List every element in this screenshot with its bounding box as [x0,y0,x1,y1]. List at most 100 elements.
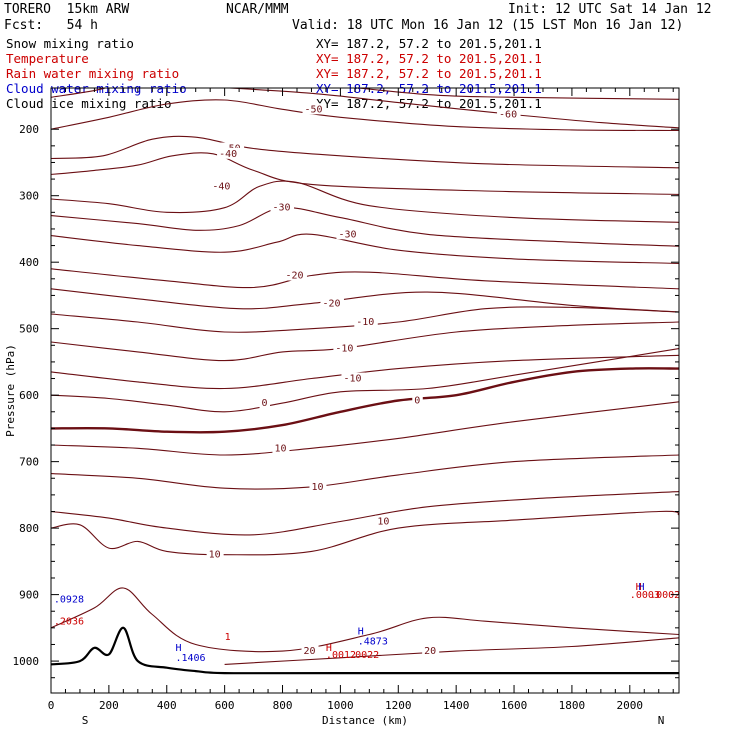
field-extreme-label: H [326,643,332,654]
contour-label: 10 [377,516,389,527]
init-time: Init: 12 UTC Sat 14 Jan 12 [508,2,712,17]
contour-label: -30 [338,229,356,240]
contour-label: 10 [209,550,221,561]
contour-label-bg [375,515,393,527]
y-axis-label: Pressure (hPa) [4,344,17,437]
legend-field-xy: XY= 187.2, 57.2 to 201.5,201.1 [316,51,542,66]
field-extreme-label: .4873 [358,636,388,647]
contour-label: -40 [212,181,230,192]
legend-field-name: Snow mixing ratio [6,36,134,51]
field-extreme-label: .1406 [175,653,205,664]
contour-label: -50 [305,104,323,115]
contour-label-bg [341,372,365,384]
contour-label: -10 [356,317,374,328]
x-tick-label: 600 [215,699,235,712]
legend-field-name: Rain water mixing ratio [6,66,180,81]
y-tick-label: 400 [19,256,39,269]
contour-label: -20 [322,298,340,309]
plot-frame [50,87,680,694]
field-extreme-label: H [175,643,181,654]
y-tick-label: 200 [19,123,39,136]
temperature-contour [51,206,679,247]
contour-label: 10 [311,482,323,493]
x-tick-label: 0 [48,699,55,712]
temperature-contour [51,367,679,434]
temperature-contour [51,135,679,169]
x-tick-label: 1800 [559,699,586,712]
contour-label-bg [422,645,440,657]
contour-label-bg [272,442,290,454]
temperature-contour [51,401,679,456]
y-tick-label: 900 [19,589,39,602]
contour-label-bg [497,108,521,120]
contour-label-bg [210,180,234,192]
field-extreme-label: .0002 [650,590,680,601]
contour-label: -10 [335,344,353,355]
contour-label-bg [270,201,295,213]
y-tick-label: 700 [19,456,39,469]
temperature-contour [51,348,679,413]
contour-label: -40 [219,149,237,160]
valid-time: Valid: 18 UTC Mon 16 Jan 12 (15 LST Mon … [292,18,684,33]
field-extreme-label: .0003 [630,590,660,601]
y-tick-label: 500 [19,323,39,336]
x-tick-label: 1600 [501,699,528,712]
contour-label-bg [333,342,357,354]
y-tick-label: 300 [19,190,39,203]
legend-field-xy: XY= 187.2, 57.2 to 201.5,201.1 [316,36,542,51]
x-tick-label: 1000 [327,699,354,712]
field-extreme-label: .0928 [54,595,84,606]
contour-label: 0 [414,395,420,406]
field-extreme-label: 1 [225,632,231,643]
temperature-contour [220,88,679,129]
contour-label-bg [206,548,224,560]
y-tick-label: 800 [19,522,39,535]
contour-label-bg [259,397,271,409]
temperature-contour [51,491,679,536]
x-tick-label: 1200 [385,699,412,712]
legend-field-xy: XY= 187.2, 57.2 to 201.5,201.1 [316,96,542,111]
x-tick-label: 2000 [617,699,644,712]
contour-label-bg [302,103,327,115]
temperature-contour [51,268,679,290]
contour-group: -60-60-50-50-40-40-30-30-20-20-10-10-100… [51,88,680,675]
model-title: TORERO 15km ARW [4,2,130,17]
field-extreme-label: H [636,582,642,593]
contour-label: 20 [304,646,316,657]
field-extreme-label: H [638,582,644,593]
temperature-contour [51,88,679,100]
contour-label: 10 [274,443,286,454]
x-end-label-right: N [658,714,665,727]
contour-label-bg [257,88,281,89]
temperature-contour [51,454,679,490]
x-tick-label: 800 [273,699,293,712]
temperature-contour [51,354,679,390]
legend-field-name: Temperature [6,51,89,66]
contour-label: 0 [262,398,268,409]
temperature-contour [51,233,679,265]
temperature-contour [51,152,679,195]
x-axis-label: Distance (km) [322,714,408,727]
x-tick-label: 1400 [443,699,470,712]
temperature-contour [51,99,679,132]
contour-label-bg [283,269,307,281]
org-label: NCAR/MMM [226,2,289,17]
contour-label: -20 [285,270,303,281]
x-end-label-left: S [82,714,89,727]
field-extreme-label: H [358,626,364,637]
field-extreme-label: .2036 [54,617,84,628]
temperature-contour [51,288,679,313]
y-tick-label: 1000 [13,655,40,668]
contour-label: 20 [424,646,436,657]
legend-field-name: Cloud ice mixing ratio [6,96,172,111]
legend-field-xy: XY= 187.2, 57.2 to 201.5,201.1 [316,66,542,81]
temperature-contour [224,637,679,665]
x-tick-label: 200 [99,699,119,712]
temperature-contour [51,510,679,556]
contour-label-bg [301,645,319,657]
x-tick-label: 400 [157,699,177,712]
temperature-contour [51,587,679,653]
contour-label: -30 [273,203,291,214]
terrain-line [51,626,679,675]
